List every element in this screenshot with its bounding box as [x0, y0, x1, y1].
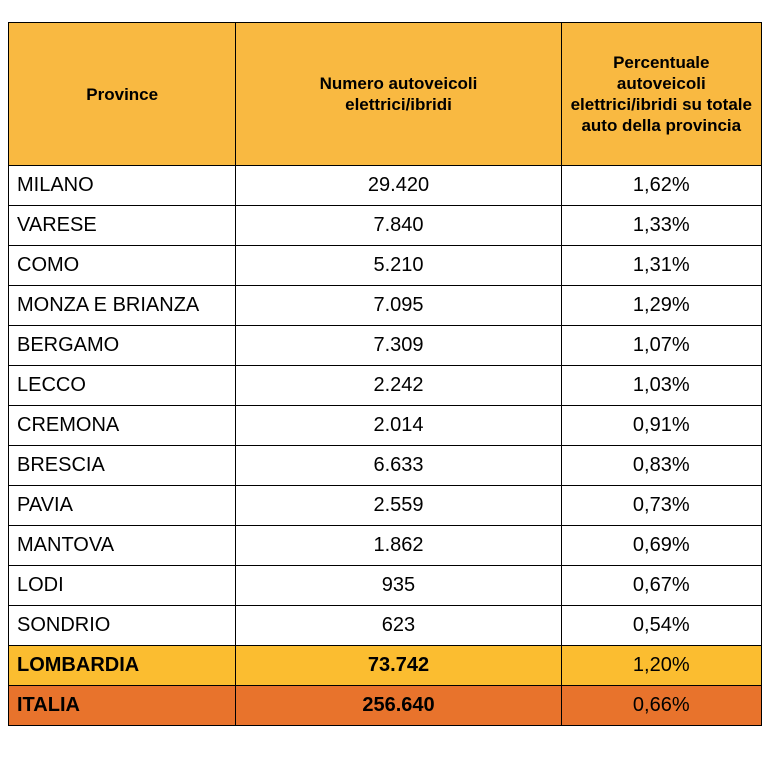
- cell: 29.420: [235, 165, 562, 206]
- cell: 623: [235, 605, 562, 646]
- cell: COMO: [7, 245, 237, 286]
- cell: 2.559: [235, 485, 562, 526]
- province-row: BRESCIA 6.633 0,83%: [7, 445, 763, 486]
- cell: 0,66%: [560, 685, 763, 726]
- province-row: COMO 5.210 1,31%: [7, 245, 763, 286]
- header-cell: Numero autoveicoli elettrici/ibridi: [235, 22, 562, 166]
- province-row: SONDRIO 623 0,54%: [7, 605, 763, 646]
- cell: 5.210: [235, 245, 562, 286]
- cell: 0,67%: [560, 565, 763, 606]
- cell: 0,73%: [560, 485, 763, 526]
- cell: VARESE: [7, 205, 237, 246]
- cell: PAVIA: [7, 485, 237, 526]
- province-row: BERGAMO 7.309 1,07%: [7, 325, 763, 366]
- cell: 73.742: [235, 645, 562, 686]
- province-row: MILANO 29.420 1,62%: [7, 165, 763, 206]
- cell: LOMBARDIA: [7, 645, 237, 686]
- header-cell: Percentuale autoveicoli elettrici/ibridi…: [560, 22, 763, 166]
- province-row: CREMONA 2.014 0,91%: [7, 405, 763, 446]
- cell: 1,33%: [560, 205, 763, 246]
- cell: 1,07%: [560, 325, 763, 366]
- cell: BRESCIA: [7, 445, 237, 486]
- cell: 7.095: [235, 285, 562, 326]
- province-row: PAVIA 2.559 0,73%: [7, 485, 763, 526]
- cell: MANTOVA: [7, 525, 237, 566]
- header-row: Province Numero autoveicoli elettrici/ibr…: [7, 22, 763, 166]
- cell: LODI: [7, 565, 237, 606]
- cell: 6.633: [235, 445, 562, 486]
- cell: 0,91%: [560, 405, 763, 446]
- header-cell: Province: [7, 22, 237, 166]
- province-row: LODI 935 0,67%: [7, 565, 763, 606]
- cell: 1,20%: [560, 645, 763, 686]
- cell: 1,29%: [560, 285, 763, 326]
- cell: 0,54%: [560, 605, 763, 646]
- cell: MONZA E BRIANZA: [7, 285, 237, 326]
- region-row: LOMBARDIA 73.742 1,20%: [7, 645, 763, 686]
- province-row: MONZA E BRIANZA 7.095 1,29%: [7, 285, 763, 326]
- cell: 7.309: [235, 325, 562, 366]
- data-table: Province Numero autoveicoli elettrici/ibr…: [7, 22, 763, 726]
- country-row: ITALIA 256.640 0,66%: [7, 685, 763, 726]
- cell: SONDRIO: [7, 605, 237, 646]
- table-head: Province Numero autoveicoli elettrici/ibr…: [7, 22, 763, 166]
- cell: 0,83%: [560, 445, 763, 486]
- cell: ITALIA: [7, 685, 237, 726]
- cell: 1.862: [235, 525, 562, 566]
- cell: 1,62%: [560, 165, 763, 206]
- cell: 2.242: [235, 365, 562, 406]
- cell: CREMONA: [7, 405, 237, 446]
- cell: LECCO: [7, 365, 237, 406]
- cell: 1,31%: [560, 245, 763, 286]
- province-row: VARESE 7.840 1,33%: [7, 205, 763, 246]
- cell: 0,69%: [560, 525, 763, 566]
- cell: 256.640: [235, 685, 562, 726]
- province-row: LECCO 2.242 1,03%: [7, 365, 763, 406]
- province-row: MANTOVA 1.862 0,69%: [7, 525, 763, 566]
- cell: 935: [235, 565, 562, 606]
- cell: 1,03%: [560, 365, 763, 406]
- cell: 2.014: [235, 405, 562, 446]
- table-body: MILANO 29.420 1,62% VARESE 7.840 1,33% COMO 5.2…: [7, 165, 763, 726]
- cell: BERGAMO: [7, 325, 237, 366]
- cell: MILANO: [7, 165, 237, 206]
- cell: 7.840: [235, 205, 562, 246]
